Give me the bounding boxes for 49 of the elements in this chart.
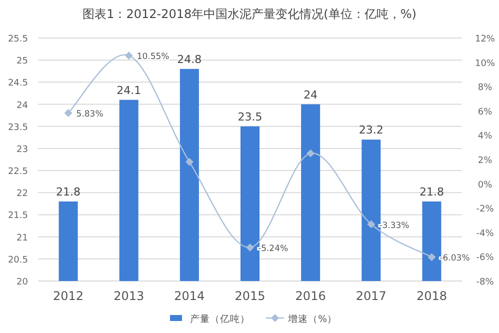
data-label: 24 (304, 88, 318, 102)
x-tick-label: 2012 (53, 289, 84, 303)
y2-tick-label: -8% (476, 278, 494, 288)
y-tick-label: 25.5 (8, 34, 28, 44)
x-tick-label: 2014 (174, 289, 205, 303)
y-tick-label: 21.5 (8, 211, 28, 222)
y-tick-label: 24 (16, 100, 28, 111)
x-tick-label: 2015 (234, 289, 266, 303)
point (428, 253, 436, 262)
y2-tick-label: 6% (478, 107, 493, 118)
legend-label: 产量（亿吨） (190, 313, 250, 325)
y-tick-label: 25 (16, 56, 28, 67)
y2-tick-label: -4% (476, 228, 494, 239)
y-tick-label: 23 (16, 144, 28, 155)
x-tick-label: 2018 (416, 289, 447, 303)
data-label: 24.8 (177, 52, 202, 66)
data-label: 23.5 (238, 110, 262, 124)
y2-tick-label: 0% (478, 180, 493, 190)
y-tick-label: 22.5 (8, 167, 28, 178)
y-tick-label: 23.5 (8, 122, 28, 133)
y-tick-label: 21 (16, 233, 28, 244)
y2-tick-label: 8% (478, 83, 493, 94)
y2-tick-label: 2% (478, 156, 493, 166)
y2-tick-label: -2% (476, 204, 494, 215)
x-tick-label: 2013 (114, 289, 144, 303)
data-label: 21.8 (56, 185, 81, 198)
y2-tick-label: 12% (474, 34, 496, 44)
y-tick-label: 24.5 (8, 78, 28, 89)
point (64, 108, 72, 117)
point (124, 52, 133, 60)
y-tick-label: 20 (16, 278, 28, 288)
y-tick-label: 20.5 (8, 255, 28, 266)
x-tick-label: 2016 (295, 289, 326, 303)
x-tick-label: 2017 (356, 289, 386, 303)
y2-tick-label: 4% (478, 132, 493, 142)
legend-label: 增速（%） (287, 313, 338, 325)
point (185, 158, 194, 166)
point (367, 220, 376, 228)
data-label: 21.8 (419, 185, 444, 198)
y-tick-label: 22 (16, 189, 28, 200)
data-label: 5.83% (76, 109, 104, 120)
data-label: 10.55% (136, 52, 170, 62)
point (306, 149, 315, 158)
point (246, 243, 254, 252)
data-label: 23.2 (358, 124, 384, 137)
y2-tick-label: 10% (474, 58, 496, 69)
y2-tick-label: -6% (476, 253, 494, 264)
data-label: 24.1 (116, 84, 142, 97)
chart-title: 图表1：2012-2018年中国水泥产量变化情况(单位：亿吨，%) (82, 7, 416, 21)
